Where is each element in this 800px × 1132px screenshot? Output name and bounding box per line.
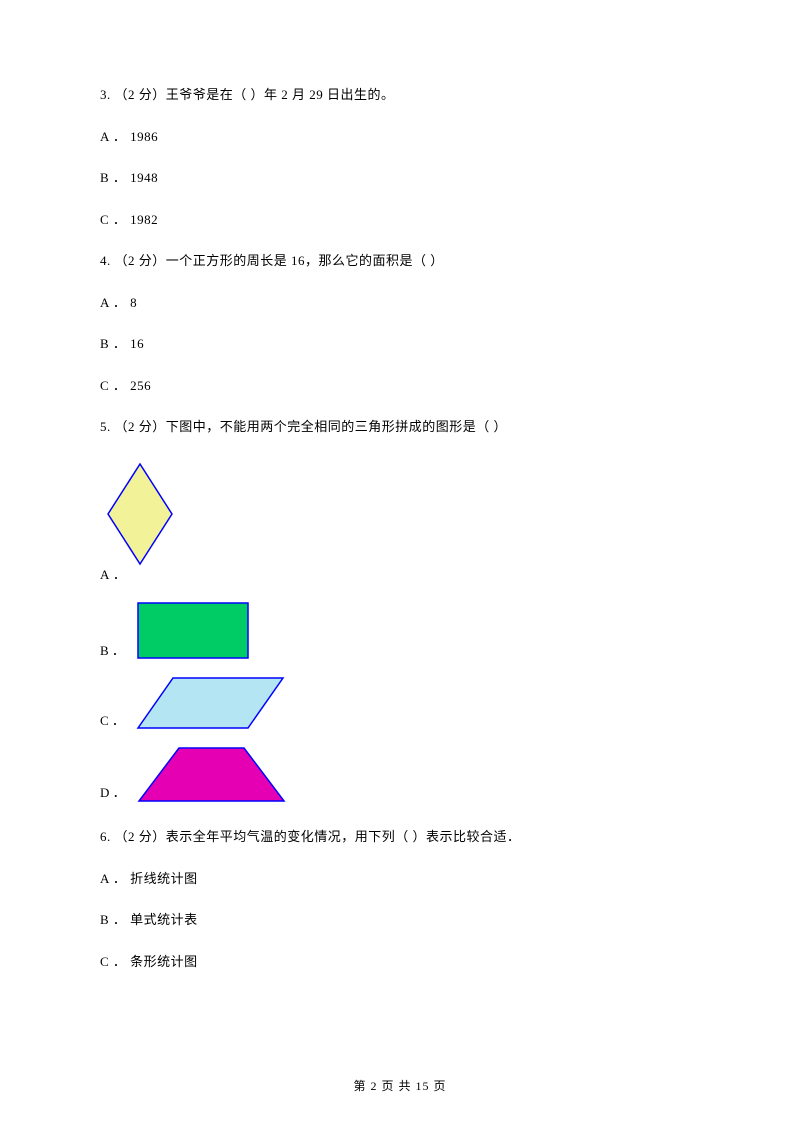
q5-label-d: D ．: [100, 782, 126, 805]
q5-label-c: C ．: [100, 710, 125, 733]
q3-opt-a: A ． 1986: [100, 127, 700, 147]
q4-opt-c: C ． 256: [100, 376, 700, 396]
q4-text: 4. （2 分）一个正方形的周长是 16，那么它的面积是（ ）: [100, 251, 700, 271]
q3-opt-b: B ． 1948: [100, 168, 700, 188]
diamond-shape: [100, 459, 180, 569]
trapezoid-shape: [134, 743, 292, 805]
q6-opt-a: A ． 折线统计图: [100, 869, 700, 889]
q5-opt-c: C ．: [100, 673, 700, 733]
q6-opt-c: C ． 条形统计图: [100, 952, 700, 972]
q4-opt-a: A ． 8: [100, 293, 700, 313]
q6-opt-b: B ． 单式统计表: [100, 910, 700, 930]
q5-label-a: A ．: [100, 565, 700, 585]
q5-opt-b: B ．: [100, 598, 700, 663]
q5-opt-d: D ．: [100, 743, 700, 805]
q5-label-b: B ．: [100, 640, 125, 663]
q3-text: 3. （2 分）王爷爷是在（ ）年 2 月 29 日出生的。: [100, 85, 700, 105]
page-content: 3. （2 分）王爷爷是在（ ）年 2 月 29 日出生的。 A ． 1986 …: [0, 0, 800, 971]
q5-opt-a: [100, 459, 700, 569]
q5-text: 5. （2 分）下图中，不能用两个完全相同的三角形拼成的图形是（ ）: [100, 417, 700, 437]
q4-opt-b: B ． 16: [100, 334, 700, 354]
page-footer: 第 2 页 共 15 页: [0, 1077, 800, 1094]
parallelogram-shape: [133, 673, 291, 733]
q3-opt-c: C ． 1982: [100, 210, 700, 230]
rectangle-shape: [133, 598, 258, 663]
q6-text: 6. （2 分）表示全年平均气温的变化情况，用下列（ ）表示比较合适．: [100, 827, 700, 847]
